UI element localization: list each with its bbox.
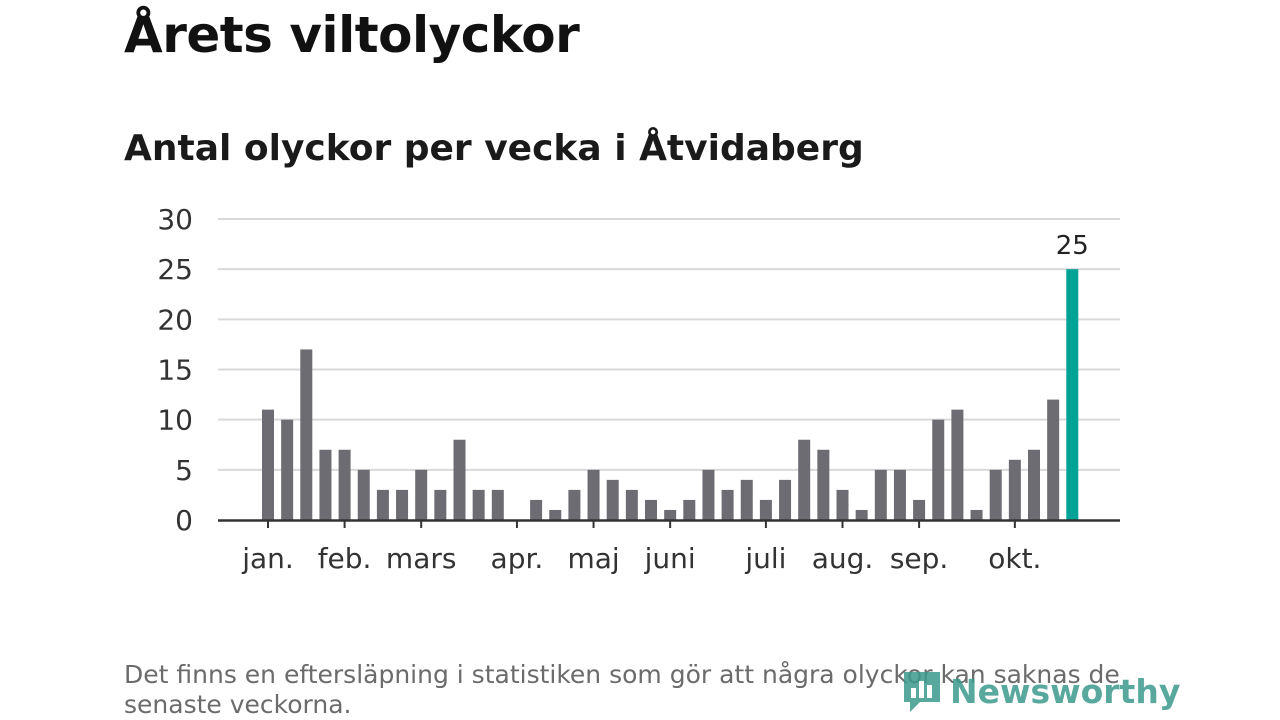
bar [1028, 449, 1040, 520]
y-tick-label: 25 [157, 253, 193, 286]
newsworthy-logo: Newsworthy [900, 668, 1180, 714]
bar [1008, 459, 1021, 520]
x-tick-label: juli [744, 542, 786, 575]
bar [951, 409, 964, 520]
bar [338, 449, 351, 520]
x-tick-label: apr. [491, 542, 544, 575]
bar [549, 509, 562, 520]
bar [721, 489, 734, 520]
bar [970, 509, 983, 520]
x-tick-label: mars [386, 542, 457, 575]
bar [472, 489, 485, 520]
page-title: Årets viltolyckor [124, 6, 580, 64]
y-tick-label: 15 [157, 354, 193, 387]
bar [453, 439, 466, 520]
y-tick-label: 30 [157, 203, 193, 236]
bar [874, 469, 887, 520]
bar [989, 469, 1002, 520]
y-tick-label: 20 [157, 303, 193, 336]
bar [625, 489, 638, 520]
bar [836, 489, 849, 520]
bar [606, 479, 619, 520]
bar [262, 409, 274, 520]
data-label: 25 [1056, 231, 1089, 261]
bar [568, 489, 581, 520]
x-tick-label: feb. [318, 542, 372, 575]
bar [779, 479, 792, 520]
x-tick-label: sep. [890, 542, 949, 575]
bar [645, 499, 657, 520]
bar [357, 469, 370, 520]
bar [932, 419, 945, 520]
bar [855, 509, 868, 520]
bar [683, 499, 696, 520]
chart-subtitle: Antal olyckor per vecka i Åtvidaberg [124, 128, 864, 169]
bar [491, 489, 504, 520]
bar [893, 469, 906, 520]
x-tick-label: juni [644, 542, 696, 575]
bar-chart-logo-icon [904, 672, 940, 712]
bar [798, 439, 811, 520]
bar [319, 449, 332, 520]
bar [434, 489, 447, 520]
bar [396, 489, 409, 520]
bar [759, 499, 772, 520]
bar [740, 479, 753, 520]
y-tick-label: 0 [175, 504, 193, 537]
bar [300, 349, 313, 520]
bar-highlight [1066, 269, 1079, 520]
y-tick-label: 10 [157, 404, 193, 437]
x-tick-label: jan. [241, 542, 294, 575]
bar [913, 499, 926, 520]
x-tick-label: okt. [988, 542, 1041, 575]
bar-chart: 0 5 10 15 20 25 30 25 jan. feb. mars apr. maj juni jul… [157, 203, 1120, 575]
bar [664, 509, 677, 520]
bar [1047, 399, 1060, 520]
bar [415, 469, 428, 520]
bar [702, 469, 715, 520]
bar [817, 449, 830, 520]
footnote: Det finns en eftersläpning i statistiken… [124, 660, 1120, 719]
bar [587, 469, 600, 520]
x-tick-label: aug. [812, 542, 874, 575]
logo-text: Newsworthy [950, 671, 1181, 711]
bar [530, 499, 543, 520]
bar [376, 489, 389, 520]
y-tick-label: 5 [175, 454, 193, 487]
bar [281, 419, 294, 520]
x-tick-label: maj [567, 542, 619, 575]
